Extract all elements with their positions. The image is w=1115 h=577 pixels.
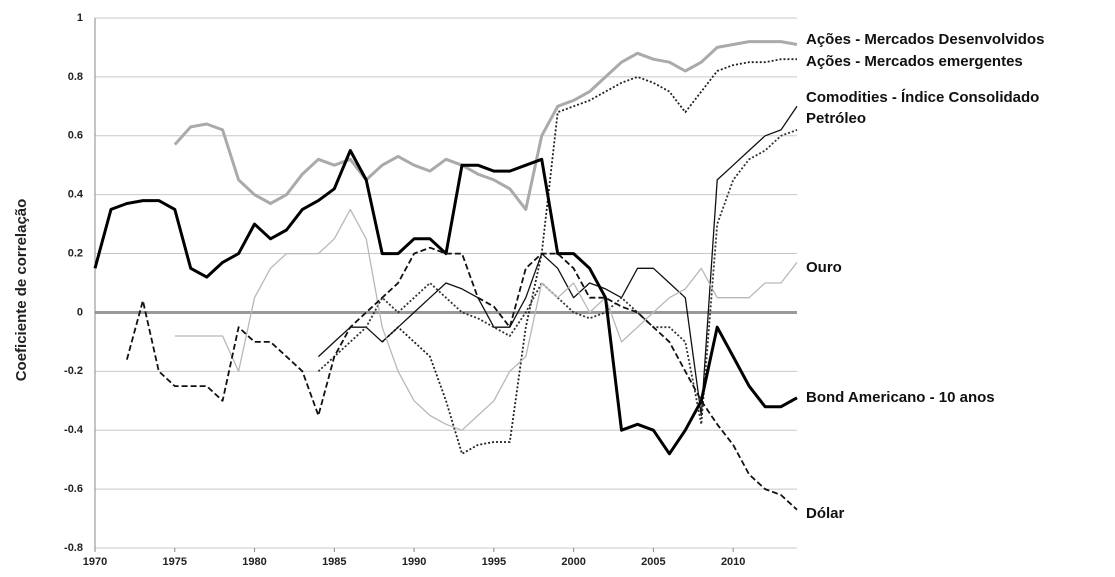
y-tick-label: 0	[77, 306, 83, 318]
series-line	[381, 58, 797, 455]
y-tick-label: 0.8	[68, 71, 83, 83]
series-label: Ouro	[806, 259, 842, 276]
series-label: Ações - Mercados emergentes	[806, 53, 1023, 70]
y-tick-label: -0.6	[64, 483, 83, 495]
series-line	[317, 129, 798, 426]
y-tick-label: 0.2	[68, 247, 83, 259]
x-tick-label: 1985	[322, 556, 346, 568]
y-tick-label: 0.4	[68, 189, 84, 201]
series-label: Ações - Mercados Desenvolvidos	[806, 31, 1044, 48]
x-tick-label: 1990	[402, 556, 426, 568]
y-tick-label: -0.2	[64, 365, 83, 377]
y-tick-label: -0.8	[64, 542, 83, 554]
x-tick-label: 2005	[641, 556, 665, 568]
series-label: Comodities - Índice Consolidado	[806, 89, 1039, 106]
y-tick-label: 1	[77, 12, 83, 24]
x-tick-label: 1975	[163, 556, 187, 568]
series-label: Bond Americano - 10 anos	[806, 389, 995, 406]
x-tick-label: 1970	[83, 556, 107, 568]
y-axis-label: Coeficiente de correlação	[13, 199, 30, 382]
series-label: Dólar	[806, 505, 845, 522]
series-line	[126, 246, 798, 511]
y-tick-label: 0.6	[68, 130, 83, 142]
series-line	[174, 208, 798, 431]
series-line	[93, 149, 798, 456]
x-tick-label: 2010	[721, 556, 745, 568]
series-line	[317, 105, 798, 417]
y-tick-label: -0.4	[64, 424, 84, 436]
x-tick-label: 2000	[561, 556, 585, 568]
x-tick-label: 1980	[242, 556, 266, 568]
x-tick-label: 1995	[482, 556, 506, 568]
series-label: Petróleo	[806, 110, 866, 127]
series-line	[173, 40, 798, 211]
